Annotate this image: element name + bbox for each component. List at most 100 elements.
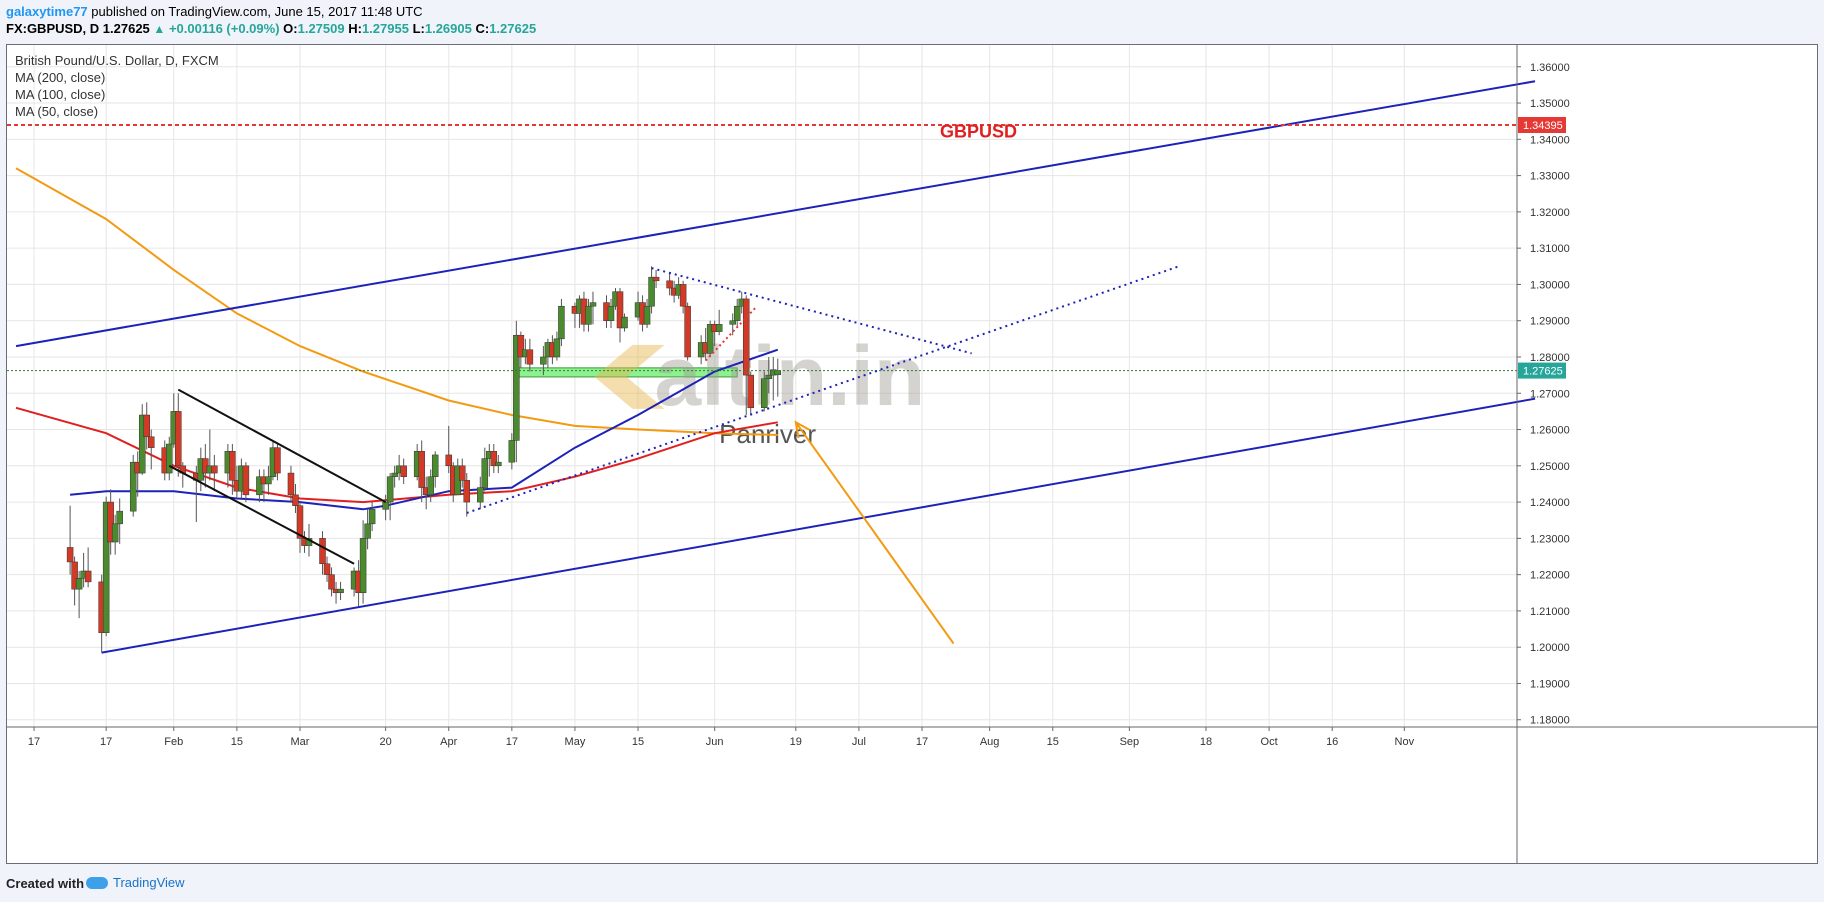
candle-body bbox=[147, 436, 155, 448]
candle-body bbox=[337, 588, 344, 594]
candle-body bbox=[729, 320, 736, 325]
candle-body bbox=[143, 414, 150, 438]
candles bbox=[66, 266, 782, 653]
candle-body bbox=[517, 334, 525, 358]
open-label: O: bbox=[283, 21, 298, 36]
price-label-text: 1.27625 bbox=[1523, 366, 1563, 378]
red-dotted-line bbox=[704, 307, 756, 362]
low-label: L: bbox=[412, 21, 425, 36]
published-text: published on TradingView.com, June 15, 2… bbox=[91, 4, 423, 19]
candle-body bbox=[445, 454, 452, 467]
candle-body bbox=[490, 451, 498, 467]
y-tick-label: 1.29000 bbox=[1530, 316, 1570, 328]
publish-line: galaxytime77 published on TradingView.co… bbox=[6, 4, 423, 19]
candle-body bbox=[558, 305, 565, 340]
candle-body bbox=[666, 280, 673, 289]
watermark-logo-icon bbox=[594, 344, 665, 409]
symbol-label: FX:GBPUSD, D bbox=[6, 21, 100, 36]
candle-body bbox=[463, 480, 471, 503]
candle-body bbox=[138, 414, 146, 474]
legend-ma100[interactable]: MA (100, close) bbox=[15, 87, 106, 102]
y-tick-label: 1.19000 bbox=[1530, 678, 1570, 690]
candle-body bbox=[129, 461, 137, 512]
legend-ma200[interactable]: MA (200, close) bbox=[15, 70, 106, 85]
channel-lower-line bbox=[101, 397, 1536, 654]
candle-body bbox=[765, 374, 773, 379]
legend-ma50[interactable]: MA (50, close) bbox=[15, 104, 99, 119]
candle-body bbox=[107, 501, 114, 543]
low-value: 1.26905 bbox=[424, 21, 472, 36]
y-tick-label: 1.35000 bbox=[1530, 98, 1570, 110]
y-tick-label: 1.23000 bbox=[1530, 533, 1570, 545]
candle-body bbox=[477, 487, 484, 503]
arrow-shaft bbox=[794, 421, 955, 645]
price-chart[interactable]: altin.inPanriverGBPUSD1.360001.350001.34… bbox=[7, 45, 1817, 863]
candle-body bbox=[102, 501, 110, 633]
candle-body bbox=[242, 465, 250, 496]
candle-body bbox=[706, 324, 714, 354]
y-tick-label: 1.31000 bbox=[1530, 243, 1570, 255]
candle-body bbox=[211, 465, 218, 474]
candle-body bbox=[621, 316, 628, 329]
y-tick-label: 1.26000 bbox=[1530, 425, 1570, 437]
x-tick-label: Sep bbox=[1120, 736, 1140, 748]
channel-upper-line bbox=[15, 80, 1536, 348]
y-tick-label: 1.32000 bbox=[1530, 207, 1570, 219]
candle-body bbox=[459, 465, 466, 481]
candle-body bbox=[652, 276, 660, 282]
y-tick-label: 1.30000 bbox=[1530, 279, 1570, 291]
price-label-box bbox=[1518, 116, 1566, 133]
x-tick-label: Feb bbox=[164, 736, 183, 748]
candle-body bbox=[715, 324, 723, 332]
candle-body bbox=[323, 563, 331, 575]
y-tick-label: 1.20000 bbox=[1530, 642, 1570, 654]
x-tick-label: 17 bbox=[916, 736, 928, 748]
candle-body bbox=[364, 523, 371, 539]
candle-body bbox=[400, 465, 407, 477]
symbol-line: FX:GBPUSD, D 1.27625 ▲ +0.00116 (+0.09%)… bbox=[6, 21, 536, 36]
candle-body bbox=[495, 461, 502, 467]
price-change: +0.00116 (+0.09%) bbox=[168, 21, 280, 36]
close-label: C: bbox=[475, 21, 490, 36]
x-tick-label: 15 bbox=[1047, 736, 1059, 748]
candle-body bbox=[292, 494, 299, 506]
candle-body bbox=[684, 305, 691, 358]
candle-body bbox=[287, 472, 295, 496]
y-tick-label: 1.25000 bbox=[1530, 461, 1570, 473]
candle-body bbox=[508, 440, 516, 463]
candle-body bbox=[679, 284, 687, 307]
high-value: 1.27955 bbox=[361, 21, 409, 36]
dotted-resistance-line bbox=[651, 267, 972, 355]
last-price: 1.27625 bbox=[102, 21, 150, 36]
candle-body bbox=[111, 523, 119, 543]
candle-body bbox=[229, 451, 236, 481]
candle-body bbox=[175, 411, 182, 467]
candle-body bbox=[526, 349, 534, 365]
tradingview-logo[interactable]: TradingView bbox=[86, 875, 185, 890]
down-channel-lower-line bbox=[168, 464, 355, 565]
arrow-head-icon bbox=[794, 420, 811, 439]
candle-body bbox=[359, 538, 367, 594]
chart-header: galaxytime77 published on TradingView.co… bbox=[0, 0, 1824, 42]
legend-title: British Pound/U.S. Dollar, D, FXCM bbox=[15, 53, 219, 68]
candle-body bbox=[589, 302, 597, 307]
candle-body bbox=[265, 476, 272, 485]
x-tick-label: 15 bbox=[231, 736, 243, 748]
x-tick-label: Aug bbox=[980, 736, 1000, 748]
y-tick-label: 1.33000 bbox=[1530, 171, 1570, 183]
candle-body bbox=[382, 501, 389, 510]
candle-body bbox=[742, 298, 750, 376]
up-arrow-icon: ▲ bbox=[153, 22, 166, 36]
y-tick-label: 1.27000 bbox=[1530, 388, 1570, 400]
x-tick-label: 20 bbox=[380, 736, 392, 748]
x-tick-label: Jun bbox=[706, 736, 724, 748]
candle-body bbox=[607, 305, 615, 321]
gbpusd-annotation: GBPUSD bbox=[940, 122, 1017, 142]
chart-area[interactable]: British Pound/U.S. Dollar, D, FXCM MA (2… bbox=[6, 44, 1818, 864]
candle-body bbox=[431, 454, 439, 477]
candle-body bbox=[513, 334, 520, 441]
down-channel-upper-line bbox=[177, 388, 387, 503]
author-link[interactable]: galaxytime77 bbox=[6, 4, 88, 19]
candle-body bbox=[256, 476, 263, 496]
x-tick-label: Apr bbox=[440, 736, 457, 748]
